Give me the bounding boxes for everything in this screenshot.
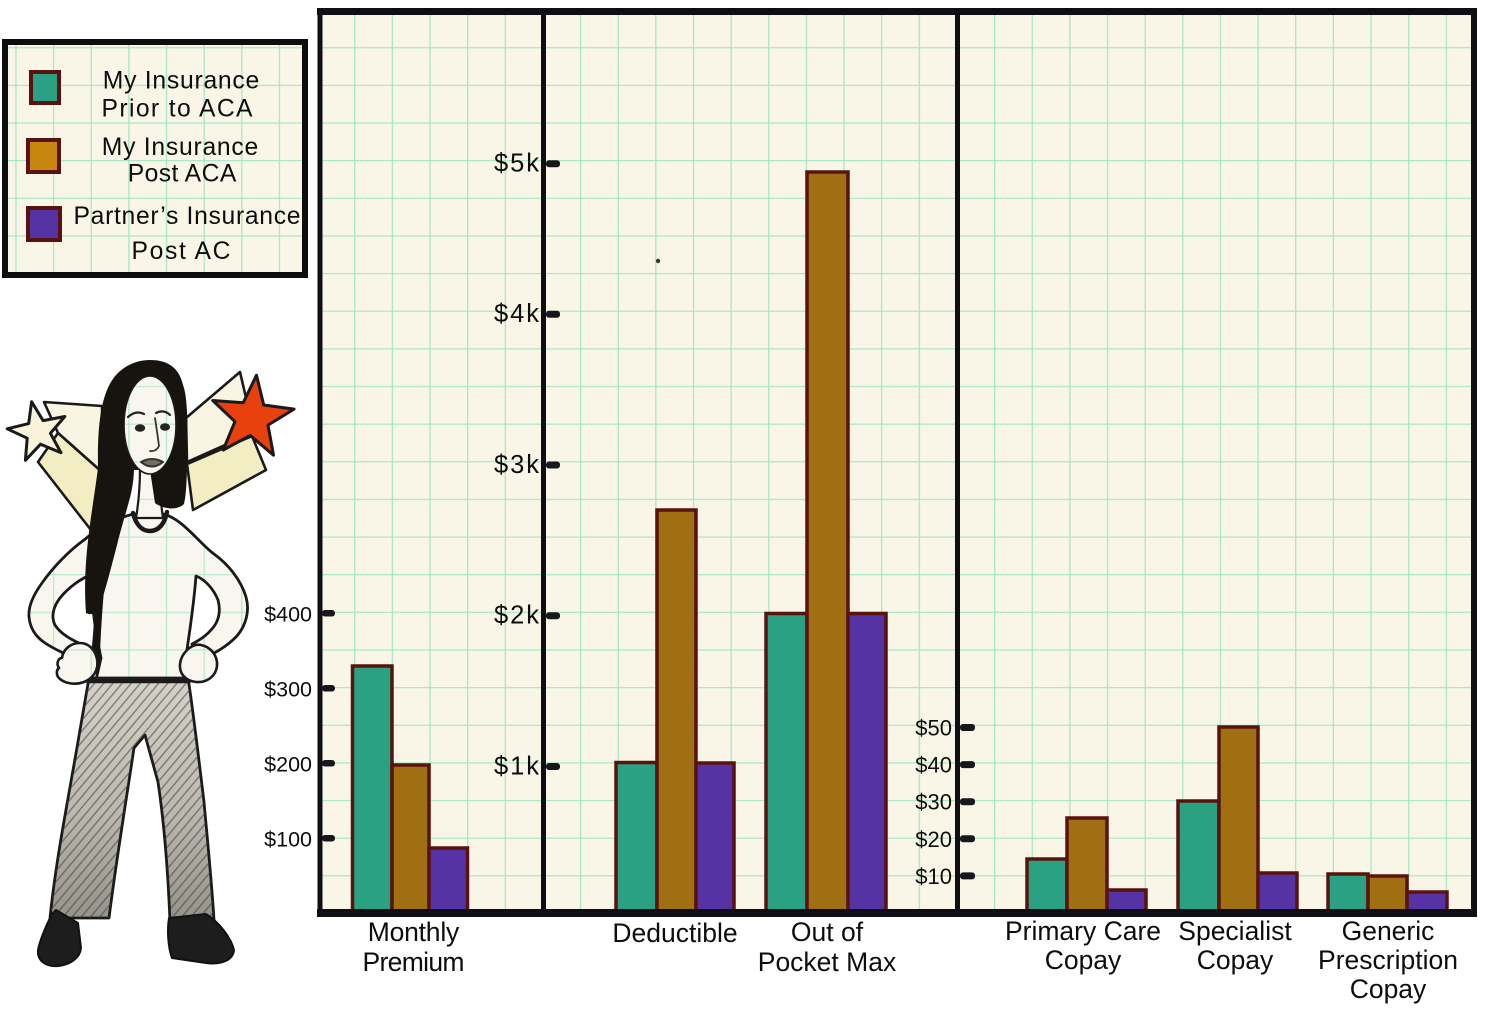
svg-text:Copay: Copay — [1197, 945, 1274, 975]
svg-text:$3k: $3k — [494, 451, 539, 479]
svg-text:Primary Care: Primary Care — [1005, 916, 1161, 946]
svg-text:$200: $200 — [264, 752, 312, 776]
svg-text:$300: $300 — [264, 677, 312, 701]
svg-text:Premium: Premium — [363, 947, 465, 977]
svg-text:Monthly: Monthly — [368, 917, 460, 947]
svg-text:$5k: $5k — [494, 149, 539, 177]
svg-text:Out of: Out of — [791, 917, 864, 947]
svg-text:Copay: Copay — [1350, 974, 1427, 1004]
svg-text:Prescription: Prescription — [1318, 945, 1458, 975]
svg-text:Post AC: Post AC — [132, 238, 231, 265]
svg-text:Pocket Max: Pocket Max — [758, 947, 896, 977]
svg-text:$100: $100 — [264, 827, 312, 851]
svg-text:Copay: Copay — [1045, 945, 1122, 975]
svg-text:$20: $20 — [915, 827, 952, 852]
svg-text:$400: $400 — [264, 602, 312, 626]
svg-text:My Insurance: My Insurance — [102, 134, 259, 161]
svg-text:Partner’s Insurance: Partner’s Insurance — [74, 203, 301, 230]
svg-text:$50: $50 — [915, 716, 952, 741]
svg-text:$10: $10 — [915, 864, 952, 889]
svg-text:Prior to ACA: Prior to ACA — [102, 96, 254, 123]
svg-text:Generic: Generic — [1342, 916, 1435, 946]
svg-text:$40: $40 — [915, 753, 952, 778]
svg-text:Deductible: Deductible — [612, 918, 737, 948]
svg-text:$30: $30 — [915, 790, 952, 815]
svg-text:My Insurance: My Insurance — [103, 68, 260, 95]
svg-text:Specialist: Specialist — [1178, 916, 1292, 946]
svg-text:$1k: $1k — [494, 752, 539, 780]
svg-text:$2k: $2k — [494, 602, 539, 630]
svg-text:$4k: $4k — [494, 300, 539, 328]
svg-text:Post ACA: Post ACA — [128, 161, 237, 188]
